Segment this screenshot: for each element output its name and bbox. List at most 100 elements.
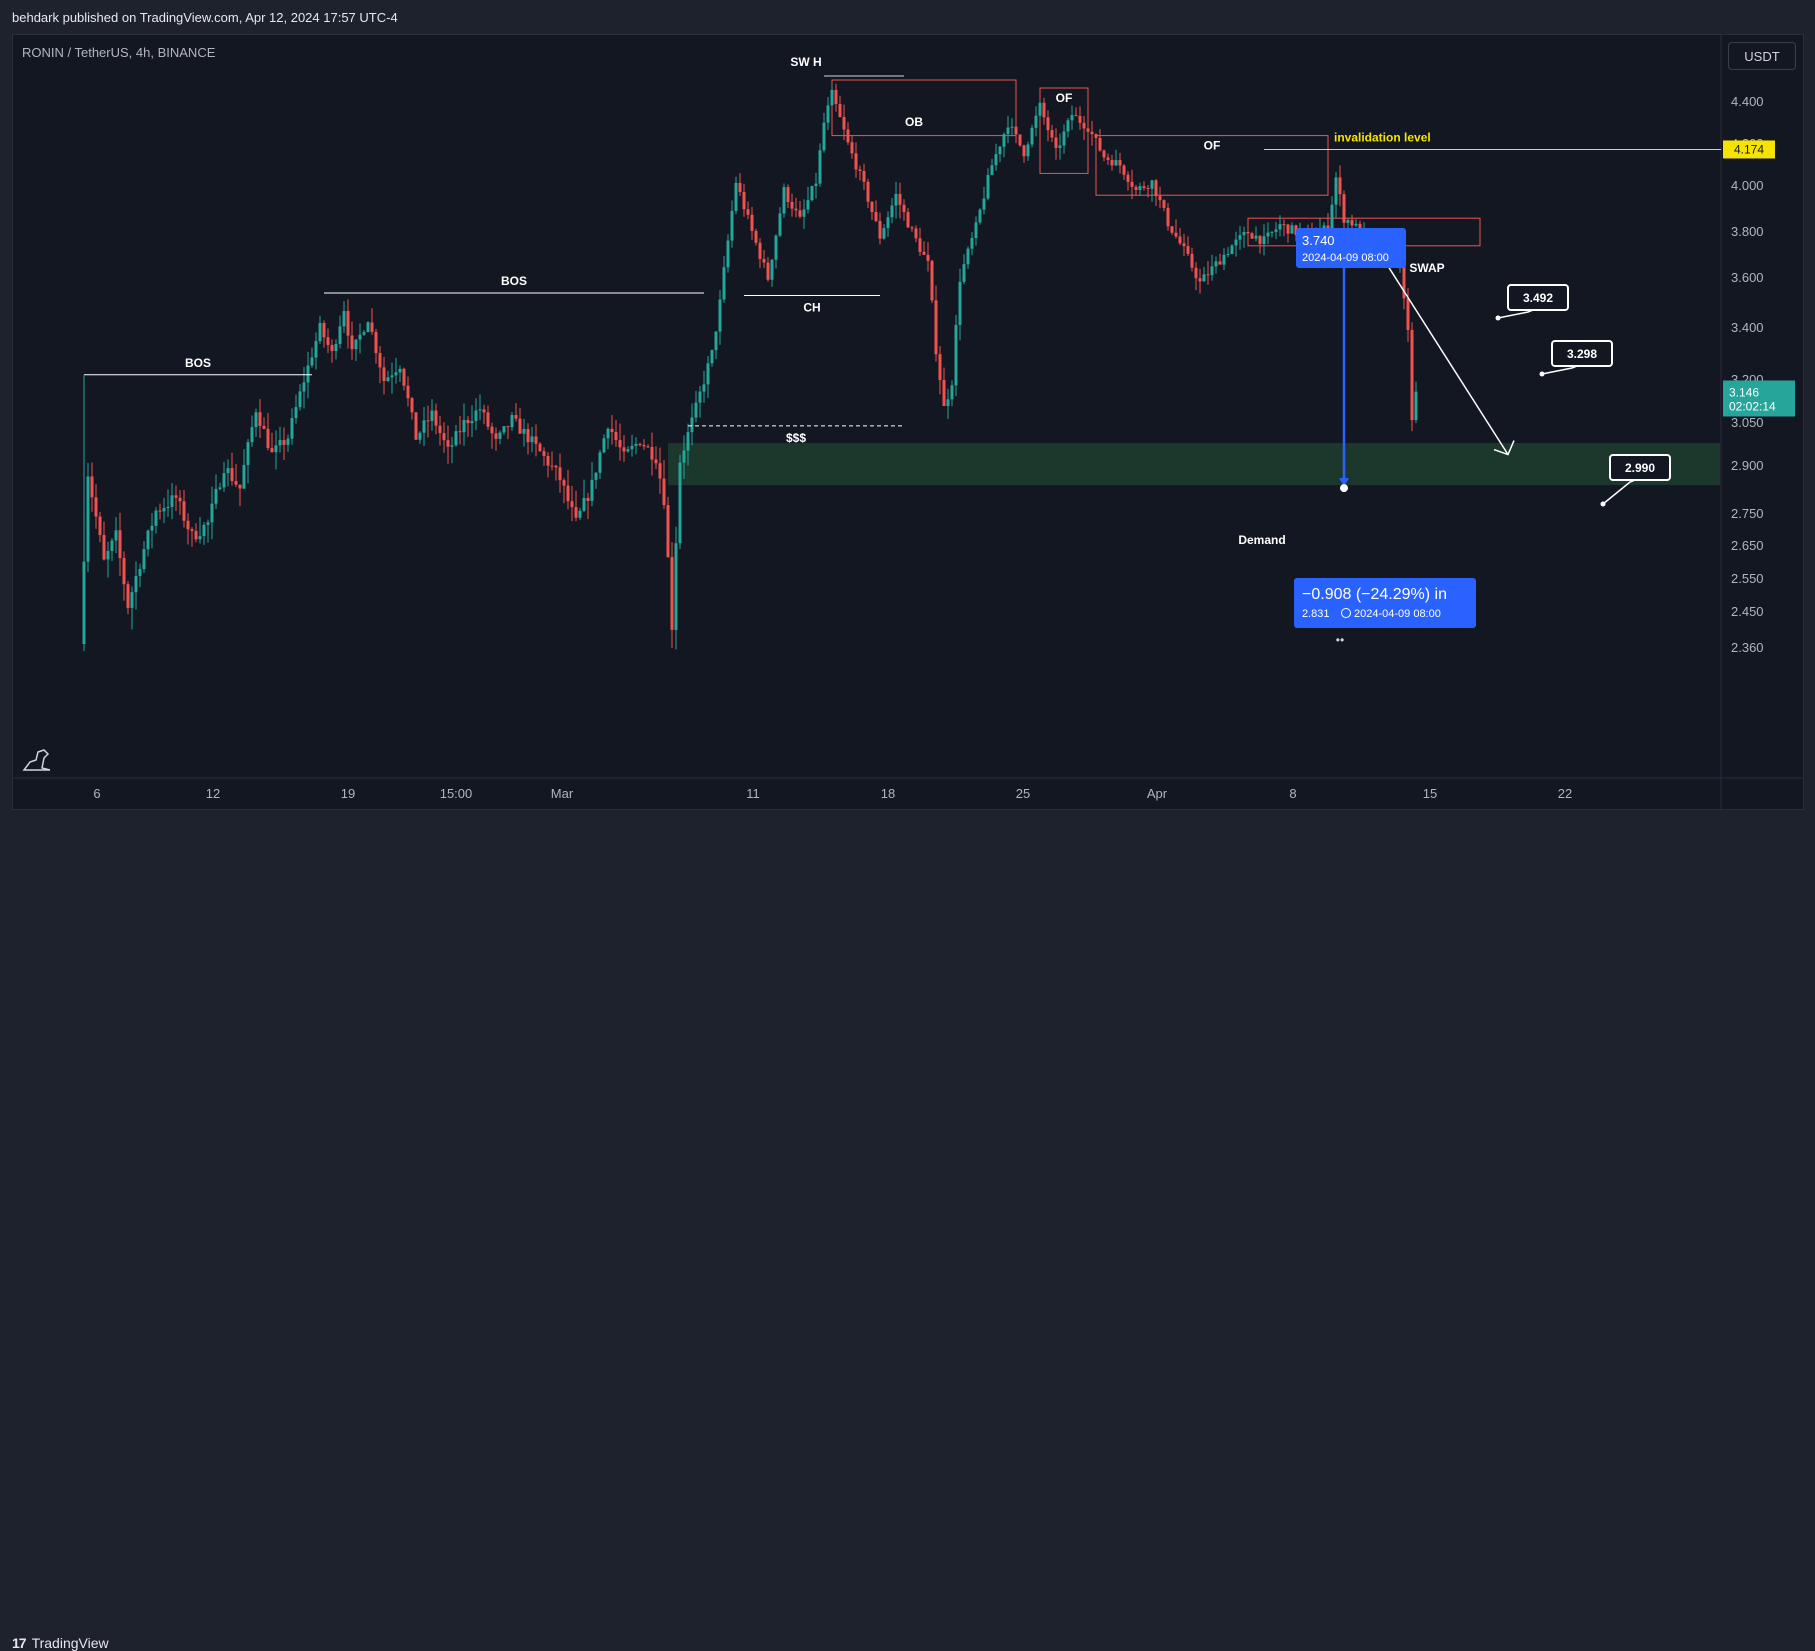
candle-body	[318, 322, 322, 342]
candle-body	[1246, 231, 1250, 234]
y-tick-label: 2.550	[1731, 571, 1764, 586]
candle-body	[270, 448, 274, 453]
candle-body	[706, 363, 710, 385]
candle-body	[1210, 266, 1214, 276]
candle-body	[150, 525, 154, 531]
candle-body	[102, 535, 106, 560]
axis-layer: 4.6004.4004.2004.0003.8003.6003.4003.200…	[13, 35, 1803, 810]
candle-body	[386, 377, 390, 381]
candle-body	[1014, 126, 1018, 135]
candle-body	[1330, 204, 1334, 233]
candle-body	[406, 385, 410, 399]
candle-body	[474, 410, 478, 421]
candle-body	[522, 429, 526, 434]
candle-body	[1102, 150, 1106, 158]
x-tick-label: Mar	[551, 786, 574, 801]
candle-body	[514, 415, 518, 419]
candle-body	[542, 451, 546, 456]
candle-body	[602, 438, 606, 453]
candle-body	[1166, 207, 1170, 227]
candle-body	[742, 191, 746, 210]
candle-body	[842, 116, 846, 130]
candle-body	[1282, 224, 1286, 226]
candle-body	[250, 427, 254, 443]
currency-button[interactable]: USDT	[1728, 42, 1796, 70]
candle-body	[358, 334, 362, 340]
candle-body	[714, 331, 718, 351]
candle-body	[1074, 115, 1078, 117]
candle-body	[446, 440, 450, 447]
candle-body	[1154, 180, 1158, 197]
candle-body	[242, 464, 246, 489]
candle-body	[1026, 144, 1030, 157]
x-tick-label: 11	[746, 786, 760, 801]
candle-body	[1098, 137, 1102, 151]
candle-body	[202, 524, 206, 537]
candle-body	[1114, 160, 1118, 166]
measure-arrow	[1339, 478, 1349, 487]
level-label: CH	[803, 301, 820, 315]
candle-body	[934, 300, 938, 355]
candle-body	[874, 211, 878, 222]
candle-body	[718, 299, 722, 332]
invalidation-price-text: 4.174	[1734, 142, 1764, 156]
candle-body	[722, 267, 726, 300]
candle-body	[306, 365, 310, 383]
candle-body	[1038, 102, 1042, 116]
candle-body	[594, 472, 598, 480]
bottom-bar: 17 TradingView	[0, 812, 1815, 1651]
candle-body	[526, 429, 530, 443]
candle-body	[550, 465, 554, 467]
y-tick-label: 3.400	[1731, 320, 1764, 335]
candle-body	[1226, 253, 1230, 255]
zone-layer	[668, 79, 1720, 486]
candle-body	[1138, 186, 1142, 190]
candle-body	[682, 450, 686, 463]
candle-body	[598, 452, 602, 473]
candle-body	[1090, 131, 1094, 135]
candle-body	[666, 505, 670, 558]
candle-body	[414, 412, 418, 440]
candle-body	[222, 473, 226, 488]
candle-body	[86, 476, 90, 562]
candle-body	[334, 343, 338, 351]
candle-body	[650, 446, 654, 460]
candle-body	[830, 89, 834, 106]
symbol-label[interactable]: RONIN / TetherUS, 4h, BINANCE	[22, 45, 216, 60]
candle-body	[170, 495, 174, 507]
candle-body	[1150, 180, 1154, 189]
level-label: BOS	[501, 274, 527, 288]
candle-body	[854, 153, 858, 170]
demand-zone	[668, 443, 1720, 486]
candle-body	[146, 530, 150, 550]
candle-body	[418, 432, 422, 440]
candle-body	[122, 558, 126, 585]
candle-body	[1346, 220, 1350, 223]
measure-result-box	[1294, 578, 1476, 628]
candle-body	[798, 210, 802, 217]
candle-body	[238, 484, 242, 489]
candle-body	[1414, 391, 1418, 421]
drawing-layer	[83, 75, 1721, 648]
candle-body	[918, 238, 922, 252]
candle-body	[138, 569, 142, 576]
candle-body	[486, 412, 490, 427]
candle-body	[1142, 186, 1146, 188]
candle-body	[1162, 200, 1166, 208]
candle-body	[482, 409, 486, 413]
tradingview-logo[interactable]: 17 TradingView	[12, 1635, 109, 1651]
candle-body	[1230, 245, 1234, 254]
published-info: behdark published on TradingView.com, Ap…	[12, 10, 398, 25]
candle-body	[974, 222, 978, 239]
candle-body	[962, 264, 966, 282]
candle-body	[134, 575, 138, 593]
candle-body	[110, 540, 114, 551]
candle-body	[758, 242, 762, 259]
chart-svg[interactable]: 4.6004.4004.2004.0003.8003.6003.4003.200…	[0, 0, 1815, 854]
candle-body	[470, 420, 474, 424]
chart-frame[interactable]	[12, 34, 1804, 810]
measure-start-box	[1296, 228, 1406, 268]
candle-body	[1170, 226, 1174, 233]
candle-body	[98, 516, 102, 536]
candle-body	[1290, 225, 1294, 234]
